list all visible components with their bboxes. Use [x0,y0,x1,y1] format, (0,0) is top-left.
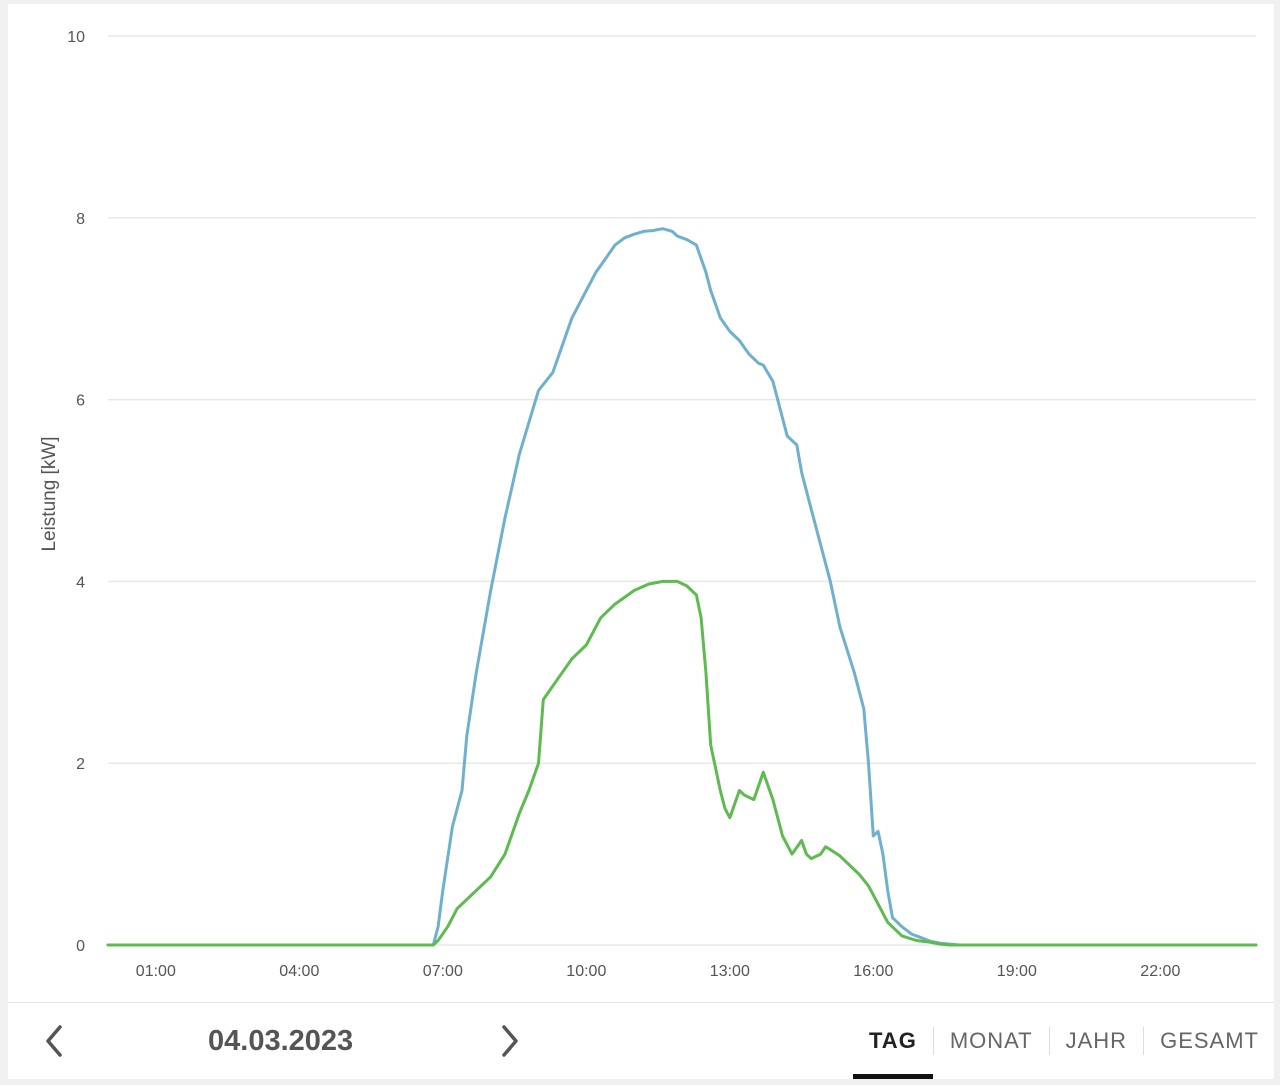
y-tick-label: 2 [76,756,85,773]
x-tick-label: 19:00 [997,963,1037,980]
tab-divider [1048,1027,1050,1055]
power-chart: 0 2 4 6 8 10 01:00 04:00 07:00 10:00 13:00 16:00 19:… [67,29,1258,980]
y-tick-label: 0 [76,938,85,955]
period-tabs: TAG MONAT JAHR GESAMT [853,1003,1275,1079]
y-tick-label: 8 [76,211,85,228]
series-line-1 [106,227,1258,947]
chevron-left-icon [46,1025,62,1057]
tab-gesamt[interactable]: GESAMT [1160,1028,1259,1053]
x-tick-label: 07:00 [423,963,463,980]
chart-card: 0 2 4 6 8 10 01:00 04:00 07:00 10:00 13:00 16:00 19:… [8,4,1274,1079]
footer-divider [8,1002,1274,1003]
x-tick-label: 10:00 [566,963,606,980]
tab-tag[interactable]: TAG [853,1003,933,1079]
y-axis-label: Leistung [kW] [39,436,60,552]
tab-divider [932,1027,934,1055]
next-day-button[interactable] [490,1021,530,1061]
y-tick-label: 4 [76,574,85,591]
date-display: 04.03.2023 [208,1025,354,1057]
series-line-2 [106,579,1258,947]
tab-divider [1143,1027,1145,1055]
x-tick-label: 16:00 [853,963,893,980]
chevron-right-icon [502,1025,518,1057]
y-tick-label: 10 [67,29,85,46]
footer-bar: 04.03.2023 TAG MONAT JAHR GESAMT [8,1003,1274,1079]
x-tick-label: 01:00 [136,963,176,980]
tab-monat[interactable]: MONAT [949,1028,1033,1053]
x-tick-label: 22:00 [1140,963,1180,980]
y-tick-label: 6 [76,393,85,410]
tab-jahr[interactable]: JAHR [1065,1028,1128,1053]
previous-day-button[interactable] [34,1021,74,1061]
x-tick-label: 13:00 [710,963,750,980]
x-tick-label: 04:00 [279,963,319,980]
